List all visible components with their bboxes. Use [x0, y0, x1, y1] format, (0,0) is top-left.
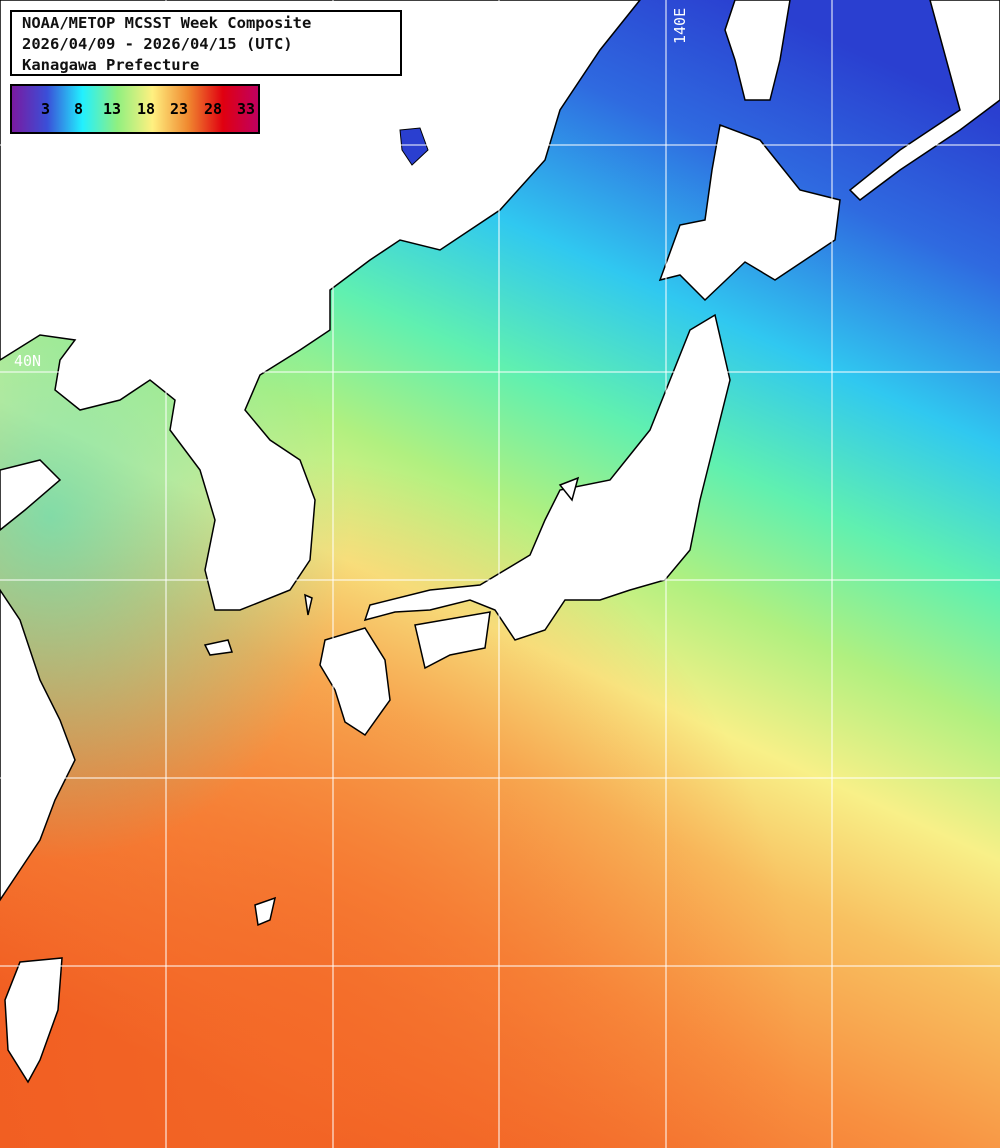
legend-tick: 33: [237, 100, 256, 118]
land-kamchatka-kurils: [848, 0, 1000, 201]
date-range: 2026/04/09 - 2026/04/15 (UTC): [22, 35, 293, 53]
land-taiwan: [4, 957, 63, 1084]
longitude-label: 140E: [671, 7, 689, 44]
land-hokkaido: [658, 123, 841, 302]
land-honshu: [363, 313, 731, 641]
latitude-label: 40N: [14, 352, 42, 370]
legend-tick: 3: [41, 100, 51, 118]
land-okinawa: [254, 896, 277, 927]
land-tsushima: [304, 593, 313, 616]
legend-tick: 28: [204, 100, 223, 118]
legend-tick: 13: [103, 100, 122, 118]
landmasses: [0, 0, 1000, 1084]
legend-tick: 23: [170, 100, 189, 118]
color-scale-legend: 3 8 13 18 23 28 33: [10, 84, 260, 134]
land-asia-mainland: [0, 0, 641, 611]
title-box: NOAA/METOP MCSST Week Composite 2026/04/…: [10, 10, 402, 76]
land-shandong: [0, 459, 62, 531]
land-china-east: [0, 588, 76, 902]
land-sado: [558, 476, 580, 502]
legend-tick: 8: [74, 100, 84, 118]
legend-tick: 18: [137, 100, 156, 118]
map-title: NOAA/METOP MCSST Week Composite: [22, 14, 312, 32]
land-sakhalin: [724, 0, 791, 101]
land-shikoku: [414, 611, 491, 670]
land-kyushu: [319, 627, 391, 737]
lake-khanka: [399, 127, 429, 166]
region-name: Kanagawa Prefecture: [22, 56, 200, 74]
land-jeju: [203, 639, 233, 656]
